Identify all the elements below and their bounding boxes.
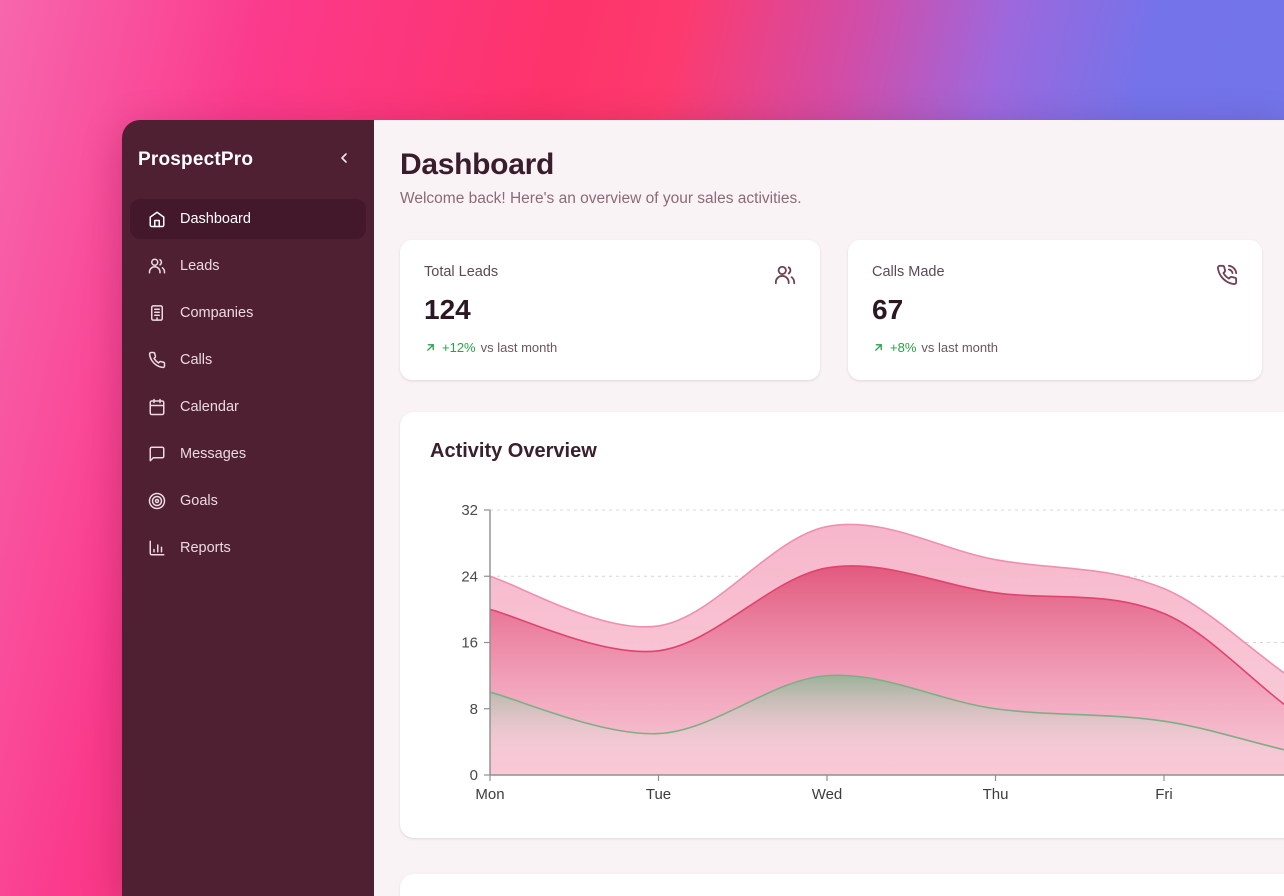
sidebar-collapse-button[interactable]: [332, 146, 356, 173]
page-title: Dashboard: [400, 148, 554, 181]
delta-percent: +8%: [890, 340, 917, 355]
svg-text:Mon: Mon: [475, 786, 504, 803]
svg-text:Thu: Thu: [983, 786, 1009, 803]
svg-text:Wed: Wed: [812, 786, 843, 803]
users-icon: [774, 264, 796, 286]
sidebar-item-label: Calendar: [180, 399, 239, 415]
next-section-card: [400, 874, 1284, 896]
stat-delta: +12% vs last month: [424, 340, 796, 355]
delta-suffix: vs last month: [480, 340, 558, 355]
svg-text:24: 24: [461, 568, 478, 585]
sidebar: ProspectPro Dashboard Leads: [122, 120, 374, 896]
sidebar-item-label: Reports: [180, 540, 231, 556]
activity-overview-card: Activity Overview: [400, 412, 1284, 838]
target-icon: [148, 492, 166, 510]
sidebar-item-label: Goals: [180, 493, 218, 509]
activity-area-chart: 08162432MonTueWedThuFriSatSun: [461, 502, 1284, 803]
chart-axes: [484, 509, 1284, 781]
svg-text:Fri: Fri: [1155, 786, 1173, 803]
app-logo-text: ProspectPro: [138, 148, 254, 170]
sidebar-item-label: Calls: [180, 352, 213, 368]
trend-up-icon: [424, 341, 437, 354]
trend-up-icon: [872, 341, 885, 354]
chart-areas: [489, 523, 1284, 775]
svg-text:32: 32: [461, 502, 478, 519]
sidebar-header: ProspectPro: [122, 120, 374, 183]
sidebar-nav: Dashboard Leads Companies Calls: [122, 189, 374, 578]
sidebar-item-label: Companies: [180, 305, 254, 321]
page-subtitle: Welcome back! Here's an overview of your…: [400, 190, 802, 207]
sidebar-item-label: Messages: [180, 446, 247, 462]
main-content: Dashboard Welcome back! Here's an overvi…: [374, 120, 1284, 896]
stat-delta: +8% vs last month: [872, 340, 1238, 355]
delta-suffix: vs last month: [921, 340, 998, 355]
chart-title: Activity Overview: [430, 440, 597, 462]
stat-label: Total Leads: [424, 264, 499, 280]
chevron-left-icon: [336, 150, 352, 169]
delta-percent: +12%: [442, 340, 476, 355]
stat-card-total-leads: Total Leads 124 +12% vs last month: [400, 240, 820, 380]
sidebar-item-calls[interactable]: Calls: [130, 340, 366, 380]
sidebar-item-label: Dashboard: [180, 211, 251, 227]
svg-text:16: 16: [461, 635, 478, 652]
bar-chart-icon: [148, 539, 166, 557]
stat-label: Calls Made: [872, 264, 945, 280]
app-window: ProspectPro Dashboard Leads: [122, 120, 1284, 896]
svg-text:Tue: Tue: [646, 786, 671, 803]
stat-value: 124: [424, 294, 471, 325]
sidebar-item-companies[interactable]: Companies: [130, 293, 366, 333]
sidebar-item-calendar[interactable]: Calendar: [130, 387, 366, 427]
message-square-icon: [148, 445, 166, 463]
svg-text:8: 8: [470, 701, 478, 718]
stats-row: Total Leads 124 +12% vs last month Calls: [400, 240, 1284, 380]
sidebar-item-messages[interactable]: Messages: [130, 434, 366, 474]
stat-card-calls-made: Calls Made 67 +8% vs last month: [848, 240, 1262, 380]
sidebar-item-label: Leads: [180, 258, 220, 274]
sidebar-item-dashboard[interactable]: Dashboard: [130, 199, 366, 239]
svg-text:0: 0: [470, 767, 478, 784]
stat-value: 67: [872, 294, 904, 325]
phone-call-icon: [1216, 264, 1238, 286]
sidebar-item-goals[interactable]: Goals: [130, 481, 366, 521]
phone-icon: [148, 351, 166, 369]
sidebar-item-reports[interactable]: Reports: [130, 528, 366, 568]
home-icon: [148, 210, 166, 228]
chart-axis-labels: 08162432MonTueWedThuFriSatSun: [461, 502, 1173, 803]
users-icon: [148, 257, 166, 275]
sidebar-item-leads[interactable]: Leads: [130, 246, 366, 286]
calendar-icon: [148, 398, 166, 416]
building-icon: [148, 304, 166, 322]
